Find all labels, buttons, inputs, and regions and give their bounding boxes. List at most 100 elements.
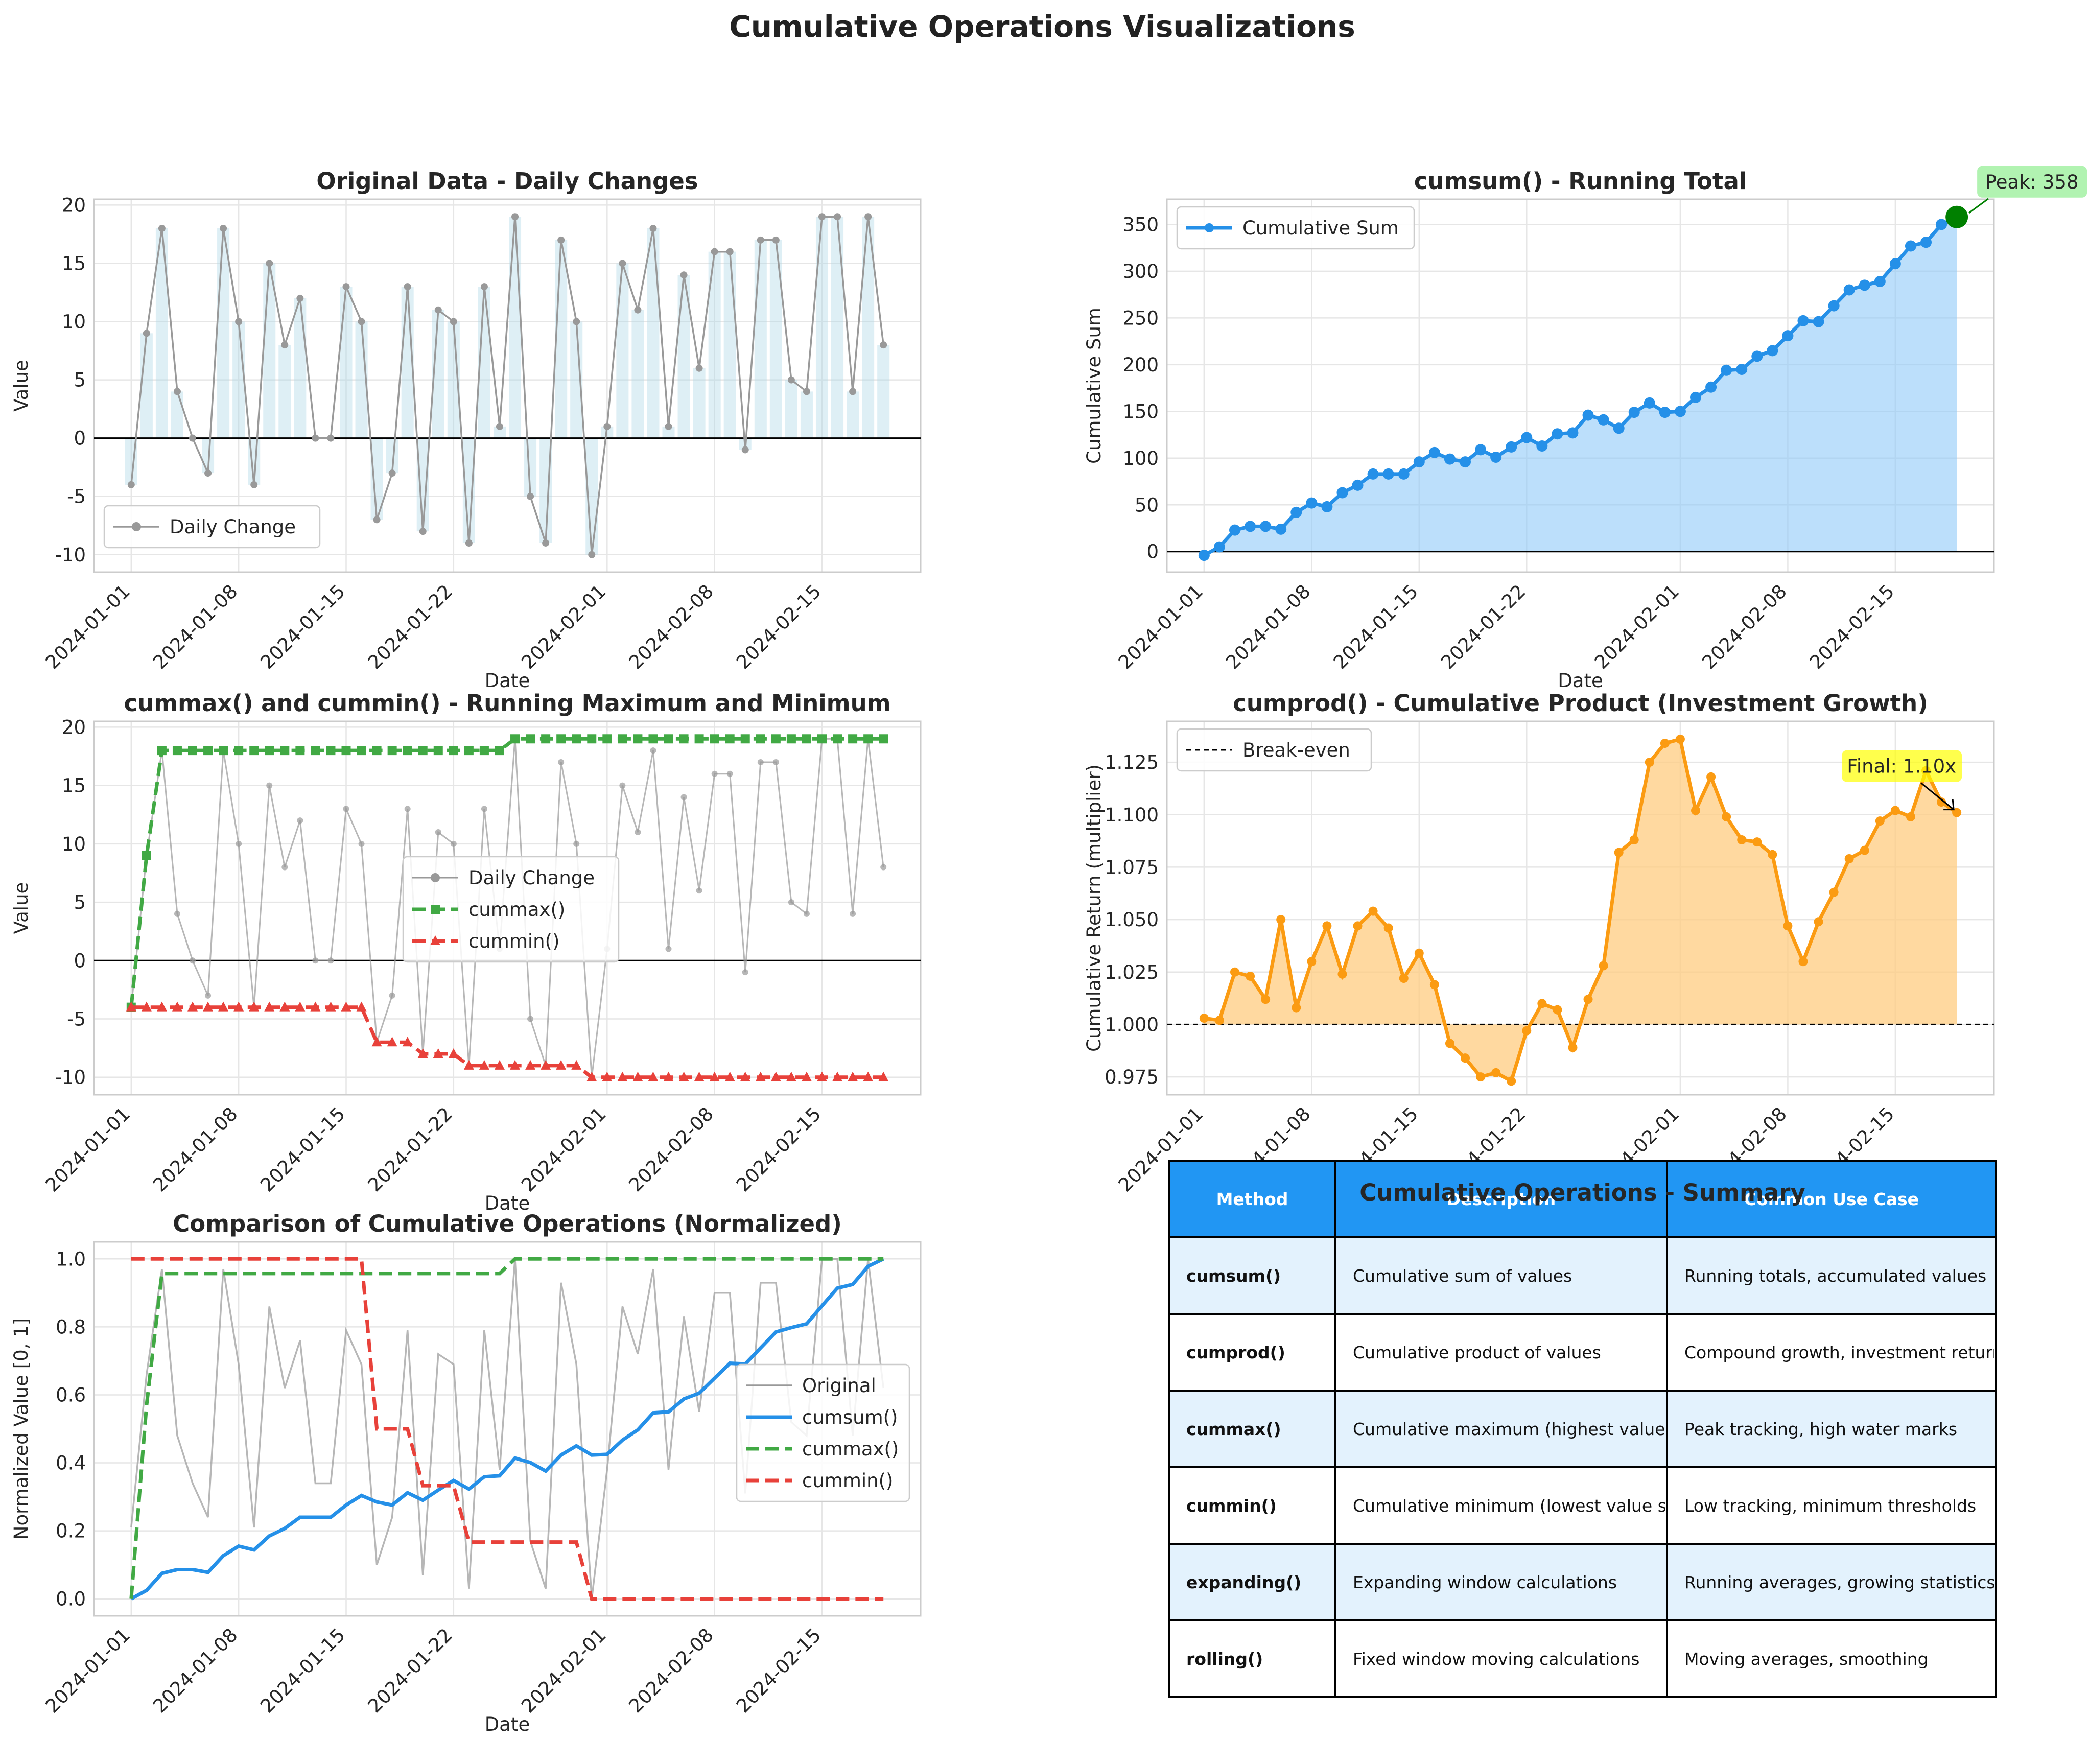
x-tick-label: 2024-02-15 xyxy=(1805,580,1898,673)
x-tick-label: 2024-02-15 xyxy=(732,580,825,673)
data-point xyxy=(327,434,335,442)
data-point xyxy=(1261,995,1271,1004)
data-point xyxy=(1875,816,1885,826)
data-point xyxy=(205,992,212,999)
table-cell xyxy=(1666,1466,1997,1545)
data-point-cummin xyxy=(510,1060,521,1070)
data-point-cummin xyxy=(233,1001,244,1012)
data-point xyxy=(772,236,780,244)
data-point-cummin xyxy=(755,1071,766,1081)
data-point xyxy=(1414,948,1424,958)
x-tick-label: 2024-02-08 xyxy=(1698,580,1791,673)
annotation-box xyxy=(1977,166,2087,198)
data-point xyxy=(419,528,427,535)
data-point xyxy=(511,213,519,221)
data-point xyxy=(711,770,718,777)
data-point xyxy=(1706,772,1716,782)
data-point xyxy=(634,306,642,314)
x-tick-label: 2024-02-15 xyxy=(732,1103,825,1196)
data-point xyxy=(1906,812,1915,821)
data-point xyxy=(803,910,810,917)
x-tick-label: 2024-01-08 xyxy=(1222,580,1315,673)
legend-marker xyxy=(431,905,440,914)
data-point xyxy=(1752,837,1762,847)
data-point-cummax xyxy=(142,851,151,860)
data-point xyxy=(373,516,381,524)
data-point-cummin xyxy=(249,1001,260,1012)
table-cell xyxy=(1666,1236,1997,1315)
data-point xyxy=(1491,1068,1501,1077)
data-point-cummin xyxy=(617,1071,628,1081)
data-point xyxy=(557,236,565,244)
data-point xyxy=(388,469,396,477)
data-point xyxy=(1337,969,1347,979)
data-point xyxy=(1398,468,1410,480)
data-point xyxy=(1245,521,1256,532)
data-point-cummin xyxy=(678,1071,689,1081)
data-point xyxy=(757,759,764,765)
data-point xyxy=(480,283,488,291)
data-point xyxy=(1322,921,1332,931)
data-point-cummax xyxy=(694,734,704,744)
data-point-cummin xyxy=(525,1060,536,1070)
final-annotation: Final: 1.10x xyxy=(1842,750,1962,782)
legend-label: Break-even xyxy=(1242,739,1350,761)
x-tick-label: 2024-01-22 xyxy=(364,1103,457,1196)
x-tick-label: 2024-01-15 xyxy=(1329,580,1422,673)
data-point xyxy=(1675,734,1685,744)
data-point-cummax xyxy=(403,746,412,756)
data-point-cummax xyxy=(664,734,673,744)
method-description: Fixed window moving calculations xyxy=(1353,1649,1639,1669)
data-point-cummin xyxy=(709,1071,720,1081)
data-point xyxy=(573,318,580,325)
data-point-cummax xyxy=(648,734,658,744)
y-tick-label: 0.2 xyxy=(56,1520,86,1542)
data-point xyxy=(1814,917,1823,927)
data-point xyxy=(127,481,135,488)
data-point-cummax xyxy=(526,734,535,744)
data-point xyxy=(665,946,672,952)
data-point-cummax xyxy=(833,734,842,744)
data-point xyxy=(1292,1003,1301,1013)
data-point xyxy=(1307,957,1317,967)
method-description: Cumulative product of values xyxy=(1353,1343,1601,1362)
y-tick-label: 0 xyxy=(1146,541,1159,563)
bar xyxy=(232,321,245,438)
data-point xyxy=(1690,391,1702,403)
data-point xyxy=(342,283,350,291)
legend-label: cummax() xyxy=(802,1438,899,1460)
bar xyxy=(555,240,568,438)
method-description: Expanding window calculations xyxy=(1353,1572,1617,1592)
data-point xyxy=(1628,407,1640,418)
y-tick-label: 15 xyxy=(62,775,86,797)
data-point xyxy=(250,481,258,488)
data-point-cummax xyxy=(633,734,643,744)
data-point xyxy=(1859,279,1870,291)
data-point-cummax xyxy=(311,746,320,756)
data-point-cummax xyxy=(326,746,336,756)
data-point-cummin xyxy=(863,1071,874,1081)
data-point-cummin xyxy=(218,1001,229,1012)
data-point-cummax xyxy=(357,746,366,756)
plot-frame xyxy=(1166,720,1995,1096)
data-point xyxy=(527,1016,534,1022)
data-point xyxy=(1567,427,1579,439)
data-point xyxy=(649,225,657,232)
data-point-cummin xyxy=(602,1071,613,1081)
data-point xyxy=(542,539,550,547)
data-point-cummax xyxy=(280,746,290,756)
data-point xyxy=(1629,835,1639,845)
data-point xyxy=(1229,524,1240,536)
data-point xyxy=(1429,980,1439,990)
data-point-cummax xyxy=(295,746,305,756)
data-point-cummax xyxy=(479,746,489,756)
data-point xyxy=(1737,835,1747,845)
legend: Original cumsum() cummax() cummin() xyxy=(736,1363,910,1502)
legend-label: Original xyxy=(802,1375,876,1397)
data-point-cummax xyxy=(863,734,873,744)
data-point-cummin xyxy=(494,1060,505,1070)
data-point-cummax xyxy=(679,734,689,744)
summary-table: Method Description Common Use Case cumsum()… xyxy=(1168,1160,1997,1698)
y-tick-label: 1.100 xyxy=(1105,804,1159,826)
